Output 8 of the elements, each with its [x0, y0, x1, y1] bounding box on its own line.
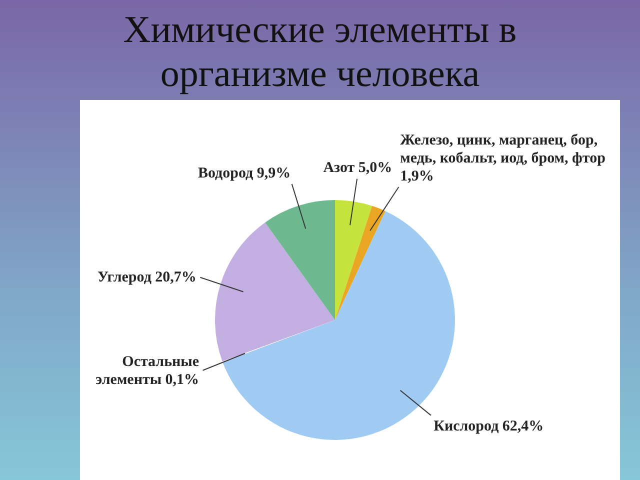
- slice-label: Углерод 20,7%: [98, 270, 196, 286]
- data-label: 1,9%: [400, 168, 434, 184]
- slice-label: Остальные элементы 0,1%: [96, 354, 200, 388]
- slice-label: Водород 9,9%: [198, 165, 291, 182]
- slice-label: Кислород 62,4%: [434, 418, 544, 435]
- chart-title: Химические элементы в организме человека: [122, 8, 518, 96]
- slice-label: Азот 5,0%: [323, 160, 392, 176]
- slice-label: Железо, цинк, марганец, бор, медь, кобальт, иод, бром, фтор: [400, 132, 606, 166]
